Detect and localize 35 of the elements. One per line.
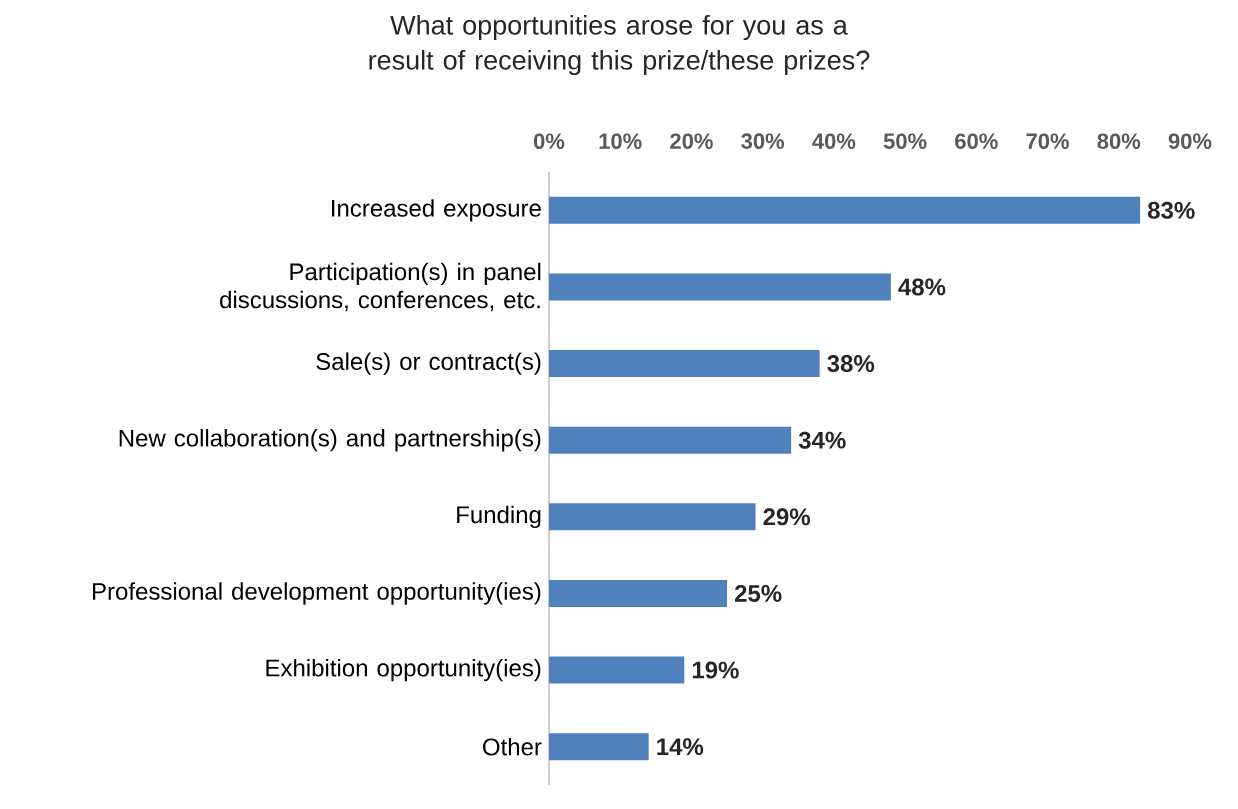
x-tick-label: 90%: [1168, 133, 1212, 149]
y-tick-label: Exhibition opportunity(ies): [266, 658, 541, 682]
data-label: 29%: [763, 508, 810, 526]
x-tick-label: 10%: [599, 133, 642, 149]
data-label: 19%: [692, 661, 739, 679]
y-tick-label: Sale(s) or contract(s): [316, 352, 541, 375]
x-tick-label: 80%: [1097, 133, 1141, 149]
data-label: 25%: [734, 584, 782, 602]
x-tick-label: 70%: [1026, 133, 1069, 149]
bar: [549, 733, 649, 761]
bar: [549, 426, 792, 454]
x-tick-label: 30%: [741, 133, 785, 149]
bar: [549, 656, 685, 684]
x-tick-label: 40%: [812, 133, 856, 149]
data-label: 38%: [827, 355, 875, 373]
bar: [549, 196, 1141, 224]
chart-title: What opportunities arose for you as a result of receiving this prize/these prizes?: [369, 14, 870, 76]
y-tick-label: Professional development opportunity(ies): [93, 582, 541, 605]
data-label: 14%: [657, 738, 704, 756]
y-tick-label: Other: [483, 737, 542, 756]
y-tick-label: Increased exposure: [332, 199, 541, 222]
x-tick-label: 60%: [955, 133, 998, 149]
bar: [549, 273, 891, 301]
bar: [549, 350, 820, 378]
x-tick-label: 20%: [670, 133, 713, 149]
data-label: 83%: [1147, 201, 1195, 219]
data-label: 48%: [898, 278, 946, 296]
y-tick-label: Funding: [457, 505, 541, 528]
y-tick-label: New collaboration(s) and partnership(s): [119, 429, 541, 452]
data-label: 34%: [798, 431, 846, 449]
bar: [549, 579, 728, 607]
x-tick-label: 50%: [883, 133, 927, 149]
y-tick-label: Participation(s) in panel discussions, conferences, etc.: [220, 262, 541, 312]
bar: [549, 503, 756, 531]
x-tick-label: 0%: [533, 133, 565, 149]
